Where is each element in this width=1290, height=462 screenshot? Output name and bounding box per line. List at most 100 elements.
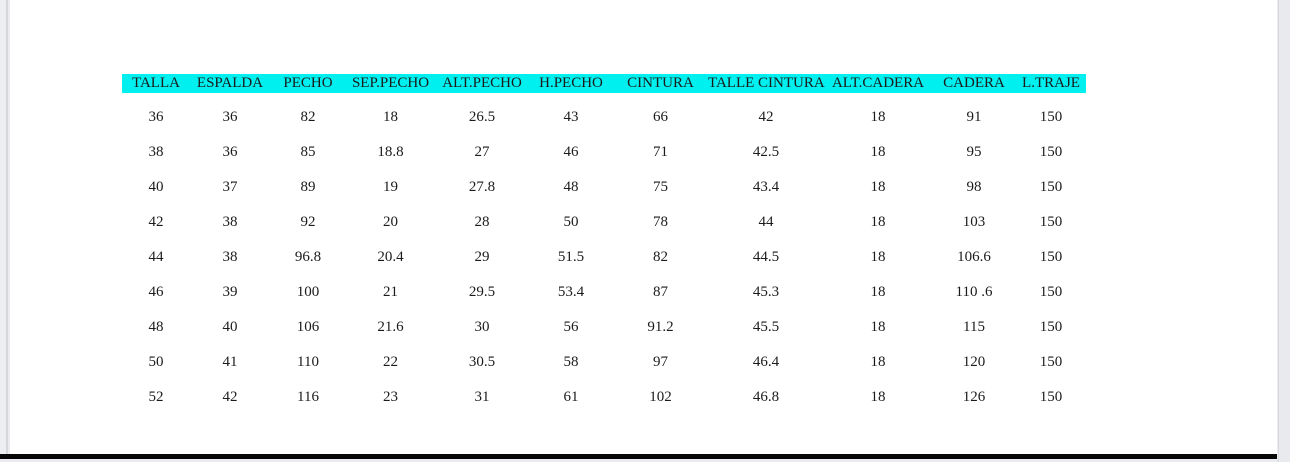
column-header: TALLE CINTURA (708, 75, 825, 91)
table-cell: 43 (563, 109, 579, 125)
table-cell: 31 (474, 389, 490, 405)
table-cell: 110 (297, 354, 319, 370)
table-cell: 96.8 (294, 249, 322, 265)
table-cell: 150 (1039, 144, 1063, 160)
table-cell: 19 (383, 179, 398, 195)
column-header: CINTURA (627, 75, 694, 91)
table-cell: 150 (1039, 109, 1063, 125)
table-cell: 38 (148, 144, 164, 160)
table-cell: 126 (962, 389, 986, 405)
table-cell: 50 (148, 354, 164, 370)
table-cell: 115 (963, 319, 985, 335)
scrollbar-track[interactable] (1278, 0, 1290, 462)
table-cell: 29 (474, 249, 490, 265)
table-cell: 30 (474, 319, 490, 335)
table-cell: 27.8 (468, 179, 496, 195)
table-cell: 58 (563, 354, 579, 370)
table-cell: 71 (653, 144, 668, 160)
table-cell: 97 (653, 354, 668, 370)
table-row: 44 38 96.8 20.4 29 51.5 82 44.5 18 106.6 150 (122, 240, 1086, 275)
table-cell: 150 (1039, 389, 1063, 405)
table-cell: 100 (296, 284, 320, 300)
table-cell: 53.4 (557, 284, 585, 300)
column-header: PECHO (283, 75, 333, 91)
table-cell: 116 (297, 389, 319, 405)
table-cell: 92 (300, 214, 316, 230)
size-table: TALLA ESPALDA PECHO SEP.PECHO ALT.PECHO H.PEC… (122, 74, 1086, 415)
table-cell: 89 (300, 179, 316, 195)
table-cell: 28 (474, 214, 490, 230)
table-cell: 106.6 (957, 249, 991, 265)
table-row: 52 42 116 23 31 61 102 46.8 18 126 150 (122, 380, 1086, 415)
table-cell: 150 (1039, 249, 1063, 265)
table-cell: 18.8 (377, 144, 404, 160)
table-cell: 110 .6 (955, 284, 993, 300)
table-cell: 82 (653, 249, 668, 265)
table-cell: 46.8 (752, 389, 780, 405)
document-page: TALLA ESPALDA PECHO SEP.PECHO ALT.PECHO H.PEC… (10, 0, 1277, 454)
table-cell: 46.4 (752, 354, 780, 370)
table-cell: 150 (1039, 214, 1063, 230)
table-cell: 21.6 (377, 319, 404, 335)
table-cell: 43.4 (752, 179, 780, 195)
table-cell: 44 (148, 249, 164, 265)
table-cell: 45.5 (752, 319, 780, 335)
table-cell: 26.5 (468, 109, 496, 125)
table-cell: 75 (653, 179, 668, 195)
table-cell: 95 (966, 144, 982, 160)
table-cell: 30.5 (468, 354, 496, 370)
table-cell: 44 (758, 214, 774, 230)
table-cell: 87 (653, 284, 668, 300)
table-cell: 37 (222, 179, 238, 195)
table-cell: 18 (870, 144, 886, 160)
table-cell: 42 (148, 214, 164, 230)
table-cell: 98 (966, 179, 982, 195)
table-cell: 36 (222, 109, 238, 125)
table-cell: 150 (1039, 319, 1063, 335)
table-cell: 42.5 (752, 144, 780, 160)
page-bottom-rule (0, 454, 1277, 459)
table-cell: 40 (148, 179, 164, 195)
table-cell: 20.4 (377, 249, 404, 265)
table-cell: 56 (563, 319, 579, 335)
table-row: 42 38 92 20 28 50 78 44 18 103 150 (122, 205, 1086, 240)
table-row: 46 39 100 21 29.5 53.4 87 45.3 18 110 .6 150 (122, 275, 1086, 310)
table-row: 40 37 89 19 27.8 48 75 43.4 18 98 150 (122, 170, 1086, 205)
table-cell: 91 (966, 109, 982, 125)
column-header: ALT.PECHO (442, 75, 522, 91)
table-cell: 18 (870, 354, 886, 370)
table-cell: 23 (383, 389, 398, 405)
table-cell: 18 (383, 109, 398, 125)
table-body: 36 36 82 18 26.5 43 66 42 18 91 150 38 36 85 18.8 27 46 7… (122, 100, 1086, 415)
table-cell: 44.5 (752, 249, 780, 265)
column-header: ALT.CADERA (831, 75, 925, 91)
table-header-row: TALLA ESPALDA PECHO SEP.PECHO ALT.PECHO H.PEC… (122, 74, 1086, 93)
table-cell: 102 (649, 389, 672, 405)
viewer-left-edge (0, 0, 8, 454)
table-cell: 150 (1039, 179, 1063, 195)
table-cell: 48 (148, 319, 164, 335)
table-cell: 150 (1039, 284, 1063, 300)
column-header: H.PECHO (539, 75, 603, 91)
table-row: 50 41 110 22 30.5 58 97 46.4 18 120 150 (122, 345, 1086, 380)
table-cell: 61 (563, 389, 579, 405)
table-cell: 38 (222, 214, 238, 230)
column-header: CADERA (943, 75, 1005, 91)
column-header: TALLA (132, 75, 180, 91)
table-cell: 40 (222, 319, 238, 335)
table-cell: 48 (563, 179, 579, 195)
table-cell: 18 (870, 109, 886, 125)
table-cell: 18 (870, 179, 886, 195)
table-cell: 18 (870, 319, 886, 335)
table-cell: 45.3 (752, 284, 780, 300)
table-cell: 46 (563, 144, 579, 160)
table-cell: 38 (222, 249, 238, 265)
table-cell: 22 (383, 354, 398, 370)
table-cell: 150 (1039, 354, 1063, 370)
table-cell: 41 (222, 354, 238, 370)
table-cell: 120 (962, 354, 986, 370)
table-cell: 52 (148, 389, 164, 405)
table-cell: 103 (962, 214, 986, 230)
table-cell: 78 (653, 214, 668, 230)
table-cell: 46 (148, 284, 164, 300)
